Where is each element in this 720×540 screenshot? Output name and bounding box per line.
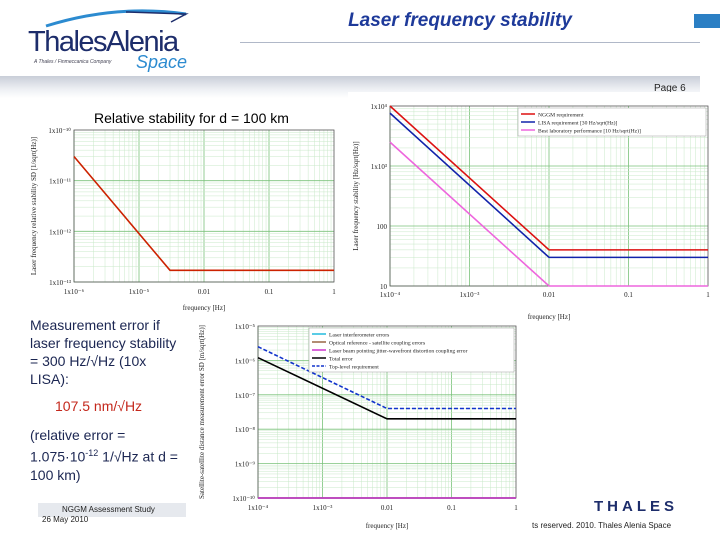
y-tick-label: 1x10⁻¹¹ bbox=[49, 178, 71, 186]
legend-entry: NGGM requirement bbox=[538, 112, 584, 118]
x-tick-label: 1 bbox=[706, 291, 710, 299]
series-line-1 bbox=[73, 155, 334, 272]
chart-laser-stability: 1x10⁻⁴ 1x10⁻³ 0.01 0.1 1 1x10⁴ 1x10³ 100 10 frequ… bbox=[348, 92, 710, 324]
legend-entry: Best laboratory performance [10 Hz/sqrt(… bbox=[538, 127, 641, 134]
thales-alenia-space-logo: ThalesAlenia A Thales / Finmeccanica Com… bbox=[6, 6, 206, 78]
x-tick-label: 1x10⁻³ bbox=[460, 291, 480, 299]
x-tick-label: 1 bbox=[332, 288, 336, 296]
x-tick-label: 1x10⁻⁵ bbox=[129, 288, 150, 296]
logo-brand-main: ThalesAlenia bbox=[28, 26, 179, 58]
legend-entry: Laser interferometer errors bbox=[329, 331, 389, 338]
x-tick-label: 0.1 bbox=[447, 504, 456, 512]
y-tick-label: 1x10⁻⁵ bbox=[235, 323, 256, 331]
x-tick-label: 0.01 bbox=[543, 291, 556, 299]
plot-frame bbox=[73, 129, 335, 283]
measurement-error-value: 107.5 nm/√Hz bbox=[55, 398, 143, 414]
x-axis-label: frequency [Hz] bbox=[366, 522, 409, 530]
page-number: Page 6 bbox=[654, 83, 686, 94]
chart-laser-stability-svg: 1x10⁻⁴ 1x10⁻³ 0.01 0.1 1 1x10⁴ 1x10³ 100 10 frequ… bbox=[352, 103, 710, 321]
y-tick-label: 1x10⁻⁹ bbox=[235, 461, 256, 469]
legend-box bbox=[308, 327, 515, 373]
relative-error-prefix: (relative error = 1.075·10 bbox=[30, 427, 126, 465]
series-line-4 bbox=[257, 356, 516, 420]
chart-relative-stability: 1x10⁻⁶ 1x10⁻⁵ 0.01 0.1 1 1x10⁻¹⁰ 1x10⁻¹¹ 1x10⁻¹… bbox=[28, 112, 348, 312]
y-tick-label: 1x10⁻⁷ bbox=[235, 392, 256, 400]
y-tick-label: 1x10³ bbox=[371, 163, 387, 171]
y-tick-label: 1x10⁻¹⁰ bbox=[232, 495, 255, 503]
legend-entry: LISA requirement [30 Hz/sqrt(Hz)] bbox=[538, 119, 618, 126]
chart-distance-error-svg: 1x10⁻⁴ 1x10⁻³ 0.01 0.1 1 1x10⁻⁵ 1x10⁻⁶ 1x10⁻⁷ 1x… bbox=[198, 323, 518, 530]
title-divider bbox=[240, 42, 700, 43]
footer-date: 26 May 2010 bbox=[42, 515, 89, 524]
x-tick-label: 1x10⁻⁴ bbox=[380, 291, 401, 299]
x-tick-label: 1 bbox=[514, 504, 518, 512]
y-tick-label: 1x10⁴ bbox=[371, 103, 388, 111]
chart-relative-stability-svg: 1x10⁻⁶ 1x10⁻⁵ 0.01 0.1 1 1x10⁻¹⁰ 1x10⁻¹¹ 1x10⁻¹… bbox=[30, 127, 336, 312]
chart-distance-error: 1x10⁻⁴ 1x10⁻³ 0.01 0.1 1 1x10⁻⁵ 1x10⁻⁶ 1x10⁻⁷ 1x… bbox=[186, 316, 528, 532]
measurement-error-text: Measurement error if laser frequency sta… bbox=[30, 317, 177, 387]
legend-entry: Laser beam pointing jitter-wavefront dis… bbox=[329, 347, 468, 354]
x-tick-label: 1x10⁻³ bbox=[313, 504, 333, 512]
x-tick-label: 1x10⁻⁶ bbox=[64, 288, 85, 296]
logo-swoosh-icon bbox=[45, 9, 189, 28]
y-axis-label: Laser frequency relative stability SD [1… bbox=[30, 137, 38, 275]
legend-entry: Top-level requirement bbox=[329, 364, 379, 370]
x-axis-label: frequency [Hz] bbox=[183, 304, 226, 312]
y-tick-label: 1x10⁻¹⁰ bbox=[48, 127, 71, 135]
y-tick-label: 1x10⁻¹³ bbox=[49, 279, 71, 287]
y-tick-label: 1x10⁻⁶ bbox=[235, 357, 256, 365]
thales-logo: THALES bbox=[594, 498, 678, 515]
y-axis-label: Laser frequency stability [Hz/sqrt(Hz)] bbox=[352, 141, 360, 250]
x-tick-label: 0.01 bbox=[381, 504, 394, 512]
series-line-3 bbox=[389, 141, 708, 287]
legend-entry: Total error bbox=[329, 356, 353, 362]
corner-accent bbox=[694, 14, 720, 28]
x-tick-label: 1x10⁻⁴ bbox=[248, 504, 269, 512]
series-line-5 bbox=[257, 345, 516, 410]
x-tick-label: 0.1 bbox=[624, 291, 633, 299]
legend-entry: Optical reference - satellite coupling e… bbox=[329, 339, 425, 346]
y-tick-label: 100 bbox=[377, 223, 388, 231]
logo-tagline: A Thales / Finmeccanica Company bbox=[34, 59, 112, 65]
y-tick-label: 10 bbox=[380, 283, 388, 291]
legend-box bbox=[517, 107, 707, 137]
x-axis-label: frequency [Hz] bbox=[528, 313, 571, 321]
x-tick-label: 0.01 bbox=[198, 288, 211, 296]
relative-stability-caption: Relative stability for d = 100 km bbox=[92, 110, 291, 126]
relative-error-exponent: -12 bbox=[85, 448, 99, 458]
series-line-1 bbox=[389, 105, 708, 251]
relative-error-suffix: 1/√Hz at d = 100 km) bbox=[30, 448, 178, 483]
relative-error-text: (relative error = 1.075·10-12 1/√Hz at d… bbox=[30, 426, 180, 484]
y-tick-label: 1x10⁻⁸ bbox=[235, 426, 256, 434]
page-title: Laser frequency stability bbox=[348, 10, 572, 31]
y-tick-label: 1x10⁻¹² bbox=[49, 228, 71, 236]
footer-study-label: NGGM Assessment Study bbox=[38, 503, 186, 517]
y-axis-label: Satellite-satellite distance measurement… bbox=[198, 325, 206, 499]
series-line-2 bbox=[389, 112, 708, 259]
footer-copyright: ts reserved. 2010. Thales Alenia Space bbox=[532, 521, 672, 530]
logo-brand-sub: Space bbox=[136, 52, 188, 72]
x-tick-label: 0.1 bbox=[265, 288, 274, 296]
